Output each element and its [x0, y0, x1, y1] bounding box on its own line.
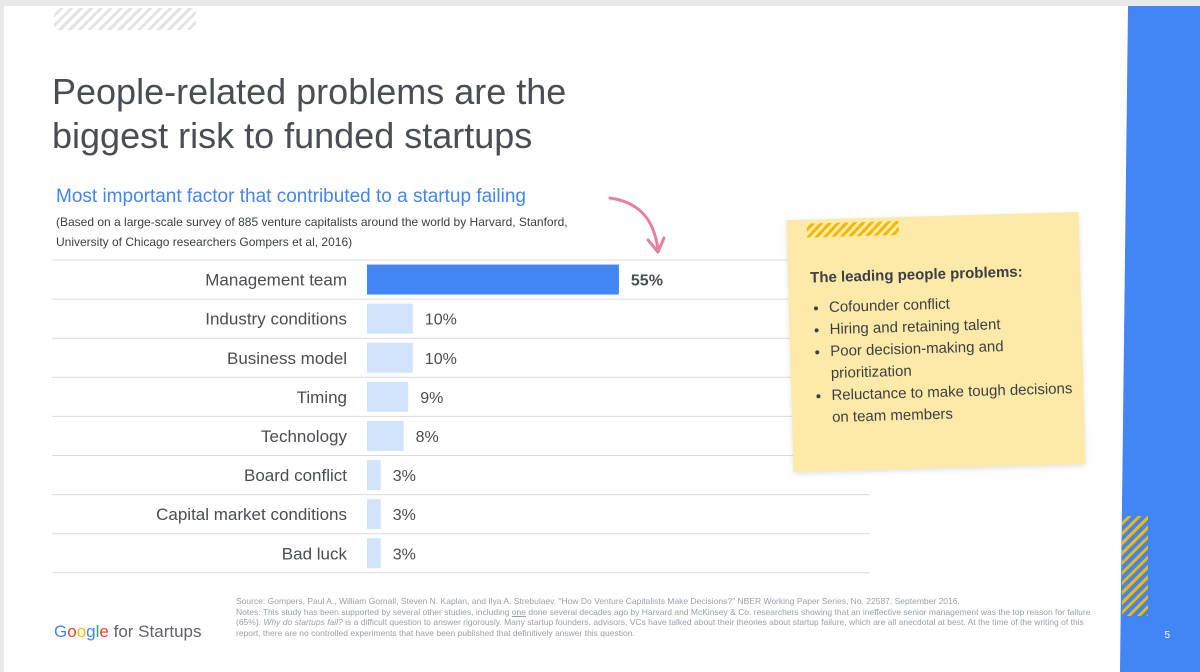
- bar: [367, 420, 404, 451]
- category-label: Bad luck: [282, 544, 348, 563]
- notes-text: Notes: This study has been supported by …: [236, 606, 1091, 638]
- slide: People-related problems are the biggest …: [4, 6, 1200, 672]
- chart-subnote: (Based on a large-scale survey of 885 ve…: [56, 215, 568, 249]
- value-label: 3%: [393, 546, 416, 563]
- logo-letter: o: [76, 622, 87, 641]
- note-tape-decoration: [806, 220, 899, 238]
- source-footnote: Source: Gompers, Paul A., William Gornal…: [236, 596, 1106, 638]
- logo-startups-word: for Startups: [113, 622, 202, 641]
- category-label: Industry conditions: [205, 310, 347, 329]
- value-label: 10%: [425, 351, 457, 368]
- google-for-startups-logo: Google for Startups: [54, 622, 202, 642]
- value-label: 9%: [420, 390, 443, 407]
- value-label: 3%: [393, 468, 416, 485]
- blue-side-band: [1120, 6, 1200, 672]
- category-label: Management team: [205, 271, 347, 290]
- bar-chart: Management team 55% Industry conditions 10%…: [52, 259, 870, 574]
- value-label: 10%: [425, 312, 457, 329]
- sticky-note: The leading people problems: Cofounder c…: [786, 211, 1086, 473]
- value-label: 55%: [631, 273, 663, 290]
- category-label: Board conflict: [244, 466, 347, 485]
- value-label: 8%: [416, 429, 439, 446]
- chart-subtitle: Most important factor that contributed t…: [56, 186, 526, 207]
- logo-letter: o: [67, 622, 77, 641]
- note-item: Reluctance to make tough decisions on te…: [831, 378, 1082, 429]
- category-label: Business model: [227, 349, 347, 368]
- slide-title: People-related problems are the biggest …: [52, 71, 567, 156]
- bar: [367, 342, 413, 373]
- category-label: Technology: [261, 427, 348, 446]
- category-label: Timing: [297, 388, 347, 407]
- bar-highlight: [367, 264, 619, 295]
- note-item: Poor decision-making and prioritization: [830, 334, 1081, 385]
- logo-google-word: Google: [54, 622, 109, 641]
- bar: [367, 381, 409, 412]
- top-hatch-decoration: [54, 8, 196, 30]
- value-label: 3%: [393, 507, 416, 524]
- yellow-hatch-decoration: [1122, 516, 1148, 616]
- logo-letter: e: [99, 622, 109, 641]
- logo-letter: G: [54, 622, 68, 641]
- source-text: Source: Gompers, Paul A., William Gornal…: [236, 596, 960, 606]
- bar: [367, 460, 381, 491]
- bar: [367, 538, 381, 569]
- bar: [367, 303, 413, 334]
- note-list: Cofounder conflict Hiring and retaining …: [811, 290, 1083, 429]
- page-number: 5: [1164, 630, 1170, 641]
- curved-arrow-icon: [608, 196, 666, 254]
- note-heading: The leading people problems:: [809, 263, 1023, 287]
- bar: [367, 499, 381, 530]
- logo-letter: g: [86, 622, 96, 641]
- logo-letter: l: [95, 622, 100, 641]
- category-label: Capital market conditions: [156, 505, 347, 524]
